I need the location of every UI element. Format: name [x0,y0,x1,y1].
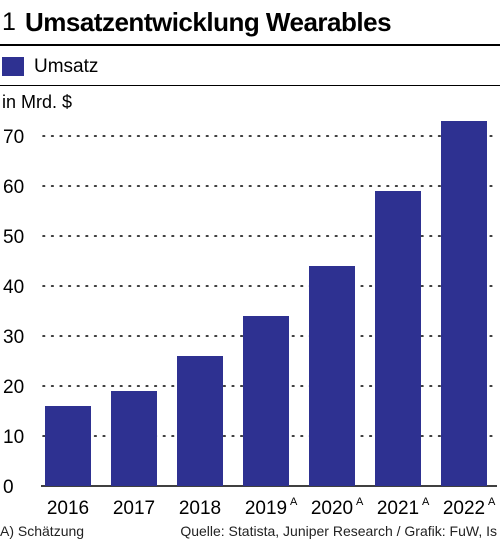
y-tick-label: 50 [3,227,24,248]
y-tick-label: 30 [3,327,24,348]
bar-2022 [441,121,487,486]
bar-2021 [375,191,421,486]
x-tick-label: 2016 [47,498,89,519]
y-tick-label: 60 [3,177,24,198]
estimate-marker: A [488,496,496,508]
x-tick-label: 2017 [113,498,155,519]
bar-2016 [45,406,91,486]
y-axis-unit-label: in Mrd. $ [2,92,73,112]
source-credit: Quelle: Statista, Juniper Research / Gra… [180,523,497,539]
y-tick-label: 40 [3,277,24,298]
legend-label: Umsatz [34,56,99,77]
estimate-marker: A [356,496,364,508]
y-tick-label: 0 [3,477,14,498]
y-tick-label: 20 [3,377,24,398]
footnote: A) Schätzung [0,523,85,539]
x-tick-label: 2018 [179,498,221,519]
bar-2019 [243,316,289,486]
chart-title: Umsatzentwicklung Wearables [25,7,392,37]
bar-2020 [309,266,355,486]
x-tick-label: 2021 [377,498,419,519]
figure-number: 1 [2,8,16,36]
x-tick-label: 2019 [245,498,287,519]
chart-header: 1 Umsatzentwicklung Wearables [0,0,500,46]
legend: Umsatz [0,46,500,86]
legend-swatch [2,57,24,76]
bar-2017 [111,391,157,486]
x-tick-label: 2022 [443,498,485,519]
estimate-marker: A [422,496,430,508]
x-tick-label: 2020 [311,498,353,519]
estimate-marker: A [290,496,298,508]
bar-2018 [177,356,223,486]
y-tick-label: 10 [3,427,24,448]
y-tick-label: 70 [3,127,24,148]
